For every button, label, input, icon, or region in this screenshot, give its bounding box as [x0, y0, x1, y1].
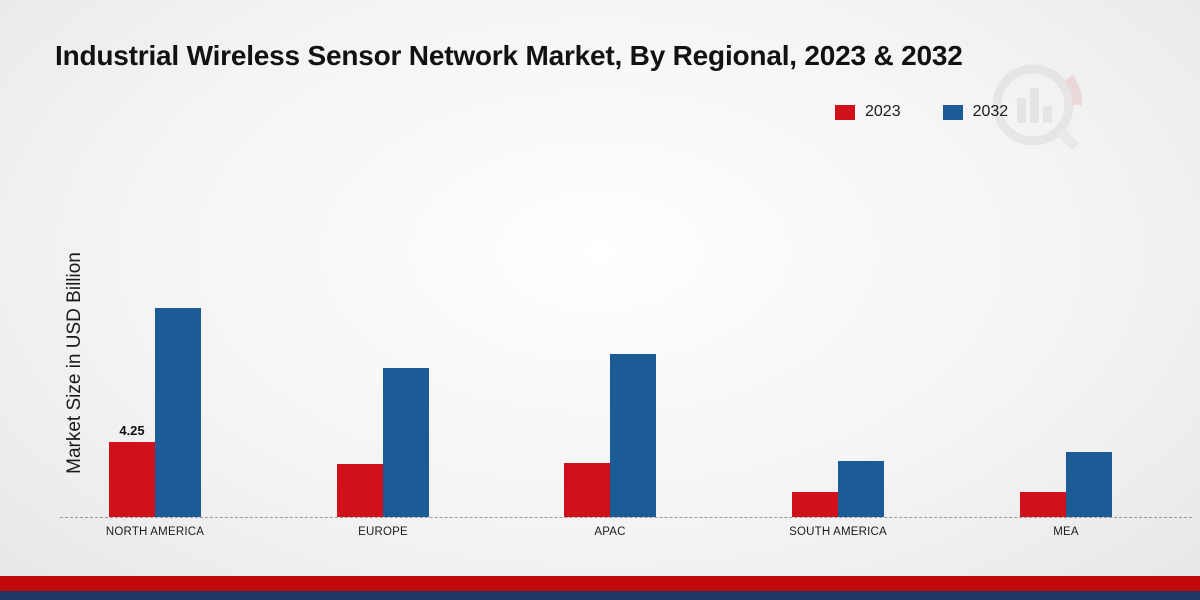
legend-item-2032: 2032: [942, 103, 1009, 121]
bar-2032-apac: [610, 354, 656, 517]
bar-2032-south-america: [838, 461, 884, 517]
category-label-apac: APAC: [594, 526, 626, 538]
category-label-mea: MEA: [1053, 526, 1079, 538]
bar-2032-north-america: [155, 308, 201, 517]
legend-item-2023: 2023: [835, 103, 901, 121]
bar-2032-mea: [1066, 452, 1112, 517]
bar-2023-north-america: 4.25: [109, 423, 155, 517]
watermark-logo-icon: [992, 64, 1083, 151]
bar-group-apac: [564, 354, 656, 517]
chart-title: Industrial Wireless Sensor Network Marke…: [55, 40, 963, 71]
bar-group-north-america: 4.25: [109, 308, 201, 517]
bar-group-south-america: [792, 461, 884, 517]
legend-label-2023: 2023: [865, 103, 901, 120]
legend-swatch-2032: [942, 104, 963, 120]
bottom-strip-red: [0, 576, 1200, 591]
bar-2023-south-america: [792, 492, 838, 517]
x-axis-baseline: [60, 517, 1192, 518]
bottom-strip-navy: [0, 591, 1200, 600]
bar-group-mea: [1020, 452, 1112, 517]
legend-label-2032: 2032: [972, 103, 1009, 120]
bar-group-europe: [337, 368, 429, 517]
bar-2023-mea: [1020, 492, 1066, 517]
category-label-north-america: NORTH AMERICA: [105, 526, 205, 538]
bar-2032-europe: [383, 368, 429, 517]
bar-2023-apac: [564, 463, 610, 517]
watermark-logo: [985, 58, 1095, 153]
legend-swatch-2023: [835, 104, 855, 120]
bar-value-label: 4.25: [119, 423, 145, 438]
legend: 2023 2032: [835, 103, 1008, 121]
category-label-europe: EUROPE: [358, 526, 408, 538]
category-label-south-america: SOUTH AMERICA: [789, 526, 887, 538]
bar-2023-europe: [337, 464, 383, 517]
